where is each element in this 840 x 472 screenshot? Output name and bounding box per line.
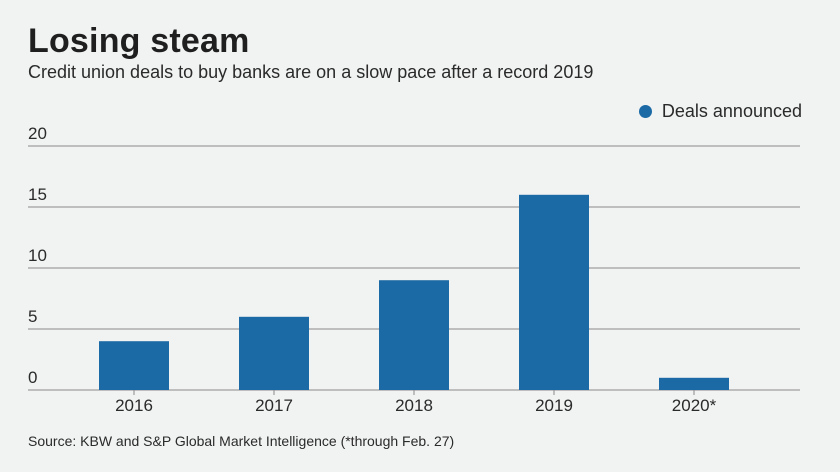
bar-2018 bbox=[379, 280, 449, 390]
y-tick-label: 20 bbox=[28, 124, 47, 143]
y-tick-label: 0 bbox=[28, 368, 37, 387]
bar-2016 bbox=[99, 341, 169, 390]
y-tick-label: 5 bbox=[28, 307, 37, 326]
x-axis-ticks: 2016 2017 2018 2019 2020* bbox=[115, 390, 717, 415]
legend-swatch bbox=[638, 105, 652, 118]
bar-2017 bbox=[239, 316, 309, 390]
legend-label: Deals announced bbox=[661, 101, 802, 121]
x-tick-label: 2016 bbox=[115, 396, 153, 415]
y-tick-label: 15 bbox=[28, 185, 47, 204]
source-note: Source: KBW and S&P Global Market Intell… bbox=[28, 433, 455, 449]
chart-subtitle: Credit union deals to buy banks are on a… bbox=[28, 62, 594, 82]
bars bbox=[99, 194, 729, 390]
y-tick-label: 10 bbox=[28, 246, 47, 265]
x-tick-label: 2019 bbox=[535, 396, 573, 415]
legend: Deals announced bbox=[638, 101, 802, 122]
x-tick-label: 2017 bbox=[255, 396, 293, 415]
bar-2019 bbox=[519, 194, 589, 390]
bar-2020 bbox=[659, 377, 729, 390]
x-tick-label: 2018 bbox=[395, 396, 433, 415]
x-tick-label: 2020* bbox=[672, 396, 717, 415]
chart-title: Losing steam bbox=[28, 22, 250, 60]
y-axis-ticks: 0 5 10 15 20 bbox=[28, 124, 47, 387]
